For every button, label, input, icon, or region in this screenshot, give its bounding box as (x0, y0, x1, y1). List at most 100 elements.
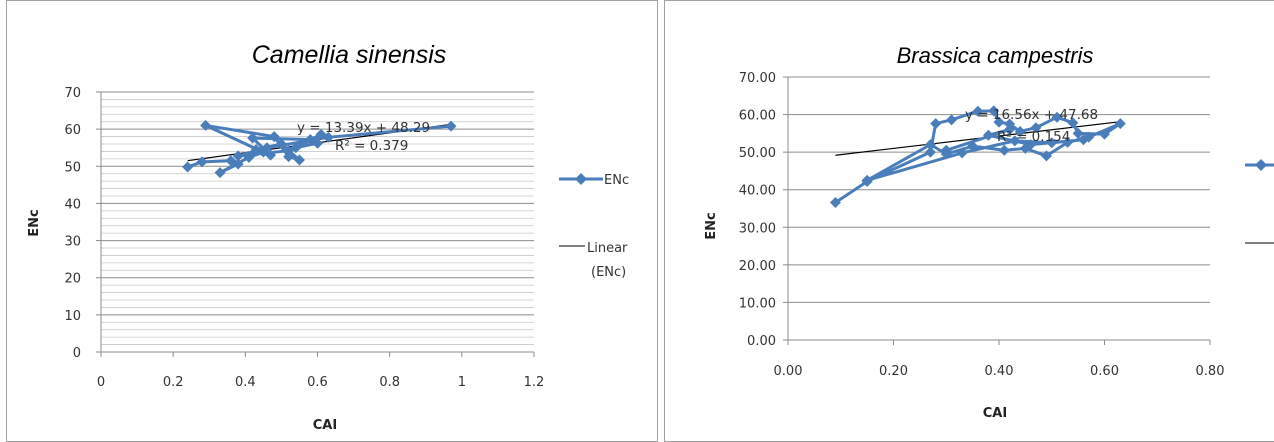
x-tick-label: 0.8 (379, 375, 400, 390)
title-box (227, 33, 473, 73)
chart-panel-camellia: Camellia sinensis 0 10 20 30 40 50 60 70 0 0.2 0.… (6, 0, 658, 442)
data-point-marker (956, 147, 968, 159)
legend-diamond-marker (575, 173, 587, 185)
data-point-marker (312, 137, 323, 149)
y-tick-label: 50 (64, 160, 81, 175)
legend-trend-label-1: Linear (587, 241, 628, 256)
data-point-marker (261, 142, 273, 154)
y-tick-label: 30.00 (739, 221, 776, 236)
data-point-marker (275, 138, 287, 150)
data-point-marker (967, 140, 979, 152)
trendline-equation: y = 13.39x + 48.29 (297, 120, 430, 136)
data-point-marker (998, 144, 1010, 156)
data-point-marker (1077, 134, 1089, 146)
x-tick-label: 0.80 (1196, 364, 1225, 379)
data-point-marker (1009, 135, 1021, 147)
y-axis-label: ENc (704, 212, 719, 239)
data-point-marker (1046, 137, 1058, 149)
y-tick-label: 40 (64, 197, 81, 212)
y-tick-label: 30 (64, 235, 81, 250)
x-tick-label: 0.6 (307, 375, 328, 390)
y-tick-label: 70 (64, 86, 81, 101)
trendline-r2: R² = 0.379 (335, 138, 408, 154)
data-point-marker (1072, 127, 1084, 139)
chart-title: Brassica campestris (897, 43, 1094, 68)
data-point-marker (1025, 139, 1037, 151)
data-point-marker (1099, 128, 1110, 140)
data-point-marker (993, 116, 1005, 128)
x-tick-label: 0.00 (774, 364, 803, 379)
y-tick-label: 10.00 (739, 296, 776, 311)
data-point-marker (924, 139, 936, 151)
legend: ENc Linear (ENc) (559, 173, 629, 280)
data-point-marker (1067, 117, 1079, 129)
y-tick-label: 60.00 (739, 109, 776, 124)
data-point-marker (445, 120, 457, 132)
legend-trend-label-2: (ENc) (591, 265, 626, 280)
y-tick-label: 50.00 (739, 146, 776, 161)
data-point-marker (243, 151, 255, 163)
data-point-marker (988, 105, 1000, 117)
legend-diamond-marker (1255, 159, 1267, 171)
data-point-marker (322, 131, 334, 143)
x-axis-label: CAI (983, 406, 1007, 421)
data-point-marker (268, 131, 280, 143)
y-tick-label: 60 (64, 123, 81, 138)
data-point-marker (1030, 122, 1042, 134)
data-point-marker (232, 150, 244, 162)
data-point-marker (265, 149, 277, 161)
chart-panel-brassica: Brassica campestris 0.00 10.00 20.00 30.00 4… (664, 0, 1274, 442)
legend (1245, 159, 1274, 244)
x-tick-label: 0.40 (985, 364, 1014, 379)
data-point-marker (1040, 150, 1052, 162)
chart-title: Camellia sinensis (252, 41, 447, 69)
series-line-enc (834, 109, 1122, 204)
data-point-marker (972, 105, 984, 117)
title-box (861, 31, 1119, 75)
data-point-marker (1114, 118, 1126, 130)
y-tick-label: 40.00 (739, 184, 776, 199)
trendline-equation: y = 16.56x + 47.68 (965, 107, 1098, 123)
data-point-marker (1004, 124, 1016, 136)
data-point-marker (1004, 118, 1016, 130)
trendline-r2: R² = 0.154 (997, 129, 1070, 145)
y-tick-label: 0.00 (747, 334, 776, 349)
data-point-marker (946, 114, 958, 126)
x-tick-label: 0.60 (1090, 364, 1119, 379)
chart-camellia: Camellia sinensis 0 10 20 30 40 50 60 70 0 0.2 0.… (27, 33, 629, 433)
data-point-marker (283, 151, 295, 163)
data-point-marker (214, 167, 226, 179)
y-tick-label: 20 (64, 272, 81, 287)
data-point-marker (247, 132, 259, 144)
y-axis-label: ENc (27, 209, 42, 236)
legend-series-label: ENc (604, 173, 629, 188)
x-tick-label: 0 (97, 375, 105, 390)
data-point-marker (283, 145, 295, 157)
data-point-marker (1051, 111, 1063, 123)
y-tick-label: 20.00 (739, 259, 776, 274)
x-axis-label: CAI (313, 418, 337, 433)
y-tick-label: 70.00 (739, 71, 776, 86)
data-point-marker (200, 119, 212, 131)
data-point-marker (940, 144, 952, 156)
y-tick-label: 0 (73, 346, 81, 361)
data-point-marker (1062, 136, 1074, 148)
x-tick-label: 0.20 (879, 364, 908, 379)
y-tick-label: 10 (64, 309, 81, 324)
data-point-marker (1014, 125, 1026, 137)
data-point-marker (196, 156, 208, 168)
data-point-marker (861, 174, 873, 186)
data-point-marker (930, 118, 942, 130)
data-point-marker (982, 129, 994, 141)
data-point-marker (182, 161, 194, 173)
x-tick-label: 1 (458, 375, 466, 390)
data-point-marker (250, 144, 262, 156)
data-point-marker (232, 158, 244, 170)
x-tick-label: 1.2 (524, 375, 545, 390)
data-point-marker (829, 196, 841, 208)
data-point-marker (924, 146, 936, 158)
data-point-marker (293, 154, 305, 166)
x-tick-label: 0.4 (235, 375, 256, 390)
x-tick-label: 0.2 (163, 375, 184, 390)
chart-brassica: Brassica campestris 0.00 10.00 20.00 30.00 4… (704, 31, 1274, 421)
